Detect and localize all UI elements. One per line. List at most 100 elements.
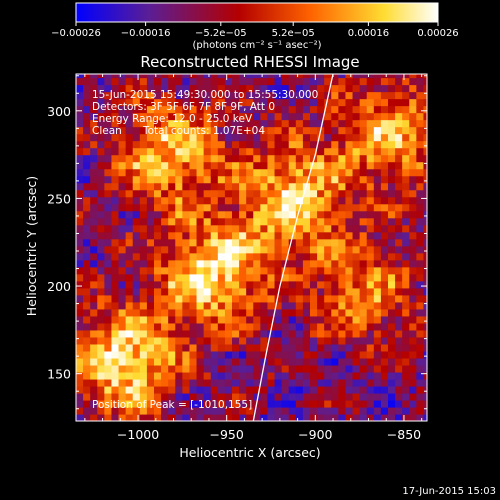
heatmap-cell (146, 91, 155, 100)
heatmap-cell (161, 168, 169, 177)
heatmap-cell (409, 294, 417, 303)
heatmap-cell (359, 399, 368, 408)
heatmap-cell (253, 224, 261, 233)
heatmap-cell (168, 294, 176, 303)
heatmap-cell (253, 385, 261, 394)
heatmap-cell (359, 259, 368, 268)
heatmap-cell (189, 133, 198, 142)
heatmap-cell (104, 399, 113, 408)
heatmap-cell (366, 105, 375, 114)
heatmap-cell (246, 308, 254, 317)
heatmap-cell (97, 77, 105, 86)
heatmap-cell (409, 168, 417, 177)
heatmap-cell (146, 245, 155, 254)
heatmap-cell (239, 231, 247, 240)
heatmap-cell (189, 301, 198, 310)
heatmap-cell (189, 126, 198, 135)
heatmap-cell (274, 406, 283, 415)
heatmap-cell (146, 392, 155, 401)
heatmap-cell (359, 140, 368, 149)
heatmap-cell (224, 74, 233, 79)
heatmap-cell (203, 343, 212, 352)
heatmap-cell (83, 280, 91, 289)
heatmap-cell (317, 161, 325, 170)
heatmap-cell (409, 147, 417, 156)
heatmap-cell (345, 399, 354, 408)
heatmap-cell (253, 371, 261, 380)
heatmap-cell (76, 364, 84, 373)
heatmap-cell (239, 133, 247, 142)
heatmap-cell (90, 413, 98, 421)
heatmap-cell (146, 294, 155, 303)
heatmap-cell (189, 343, 198, 352)
heatmap-cell (373, 364, 382, 373)
heatmap-cell (409, 350, 417, 359)
heatmap-cell (104, 175, 113, 184)
heatmap-cell (409, 189, 417, 198)
heatmap-cell (175, 336, 183, 345)
heatmap-cell (189, 238, 198, 247)
heatmap-cell (345, 406, 354, 415)
heatmap-cell (373, 77, 382, 86)
heatmap-cell (246, 385, 254, 394)
heatmap-cell (189, 378, 198, 387)
heatmap-cell (139, 133, 148, 142)
heatmap-cell (366, 182, 375, 191)
heatmap-cell (217, 287, 226, 296)
heatmap-cell (288, 196, 297, 205)
heatmap-cell (388, 196, 396, 205)
heatmap-cell (416, 315, 425, 324)
heatmap-cell (352, 273, 361, 282)
heatmap-cell (338, 280, 347, 289)
heatmap-image (76, 74, 427, 421)
heatmap-cell (380, 98, 389, 107)
heatmap-cell (324, 329, 332, 338)
heatmap-cell (118, 105, 127, 114)
heatmap-cell (210, 196, 219, 205)
heatmap-cell (139, 210, 148, 219)
heatmap-cell (161, 154, 169, 163)
heatmap-cell (331, 378, 339, 387)
heatmap-cell (146, 343, 155, 352)
heatmap-cell (260, 266, 269, 275)
heatmap-cell (302, 252, 311, 261)
heatmap-cell (125, 105, 134, 114)
heatmap-cell (232, 315, 240, 324)
heatmap-cell (260, 147, 269, 156)
heatmap-cell (352, 189, 361, 198)
heatmap-cell (352, 203, 361, 212)
heatmap-cell (302, 350, 311, 359)
heatmap-cell (253, 189, 261, 198)
heatmap-cell (317, 189, 325, 198)
heatmap-cell (189, 203, 198, 212)
heatmap-cell (274, 252, 283, 261)
heatmap-cell (324, 203, 332, 212)
heatmap-cell (352, 322, 361, 331)
heatmap-cell (239, 161, 247, 170)
heatmap-cell (380, 217, 389, 226)
heatmap-cell (395, 413, 403, 421)
heatmap-cell (310, 98, 318, 107)
heatmap-cell (281, 203, 290, 212)
heatmap-cell (154, 385, 162, 394)
heatmap-cell (409, 175, 417, 184)
heatmap-cell (125, 74, 134, 79)
heatmap-cell (302, 77, 311, 86)
heatmap-cell (146, 322, 155, 331)
heatmap-cell (281, 105, 290, 114)
heatmap-cell (324, 385, 332, 394)
heatmap-cell (345, 231, 354, 240)
heatmap-cell (416, 371, 425, 380)
heatmap-cell (196, 175, 205, 184)
heatmap-cell (175, 245, 183, 254)
heatmap-cell (196, 287, 205, 296)
heatmap-cell (295, 252, 304, 261)
heatmap-cell (288, 140, 297, 149)
heatmap-cell (423, 273, 427, 282)
heatmap-cell (210, 168, 219, 177)
heatmap-cell (366, 266, 375, 275)
heatmap-cell (146, 252, 155, 261)
heatmap-cell (97, 175, 105, 184)
heatmap-cell (288, 119, 297, 128)
heatmap-cell (267, 280, 276, 289)
